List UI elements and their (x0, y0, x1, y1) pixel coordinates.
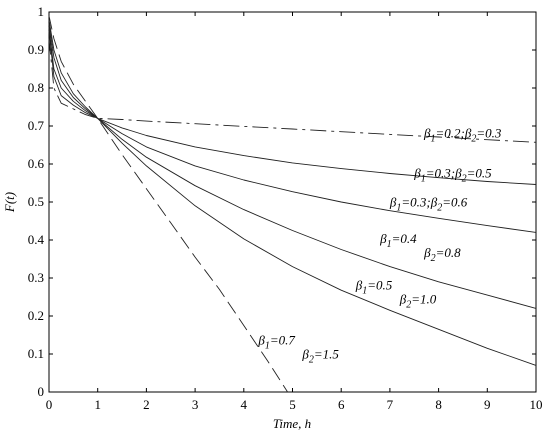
x-tick-label: 0 (46, 397, 53, 412)
x-tick-label: 2 (143, 397, 150, 412)
curve-label-2: β1=0.3;β2=0.5 (413, 165, 492, 184)
series-line-2 (48, 30, 537, 185)
y-tick-label: 0.4 (28, 232, 45, 247)
x-tick-label: 1 (94, 397, 101, 412)
x-tick-label: 10 (530, 397, 543, 412)
curve-label-5: β1=0.5β2=1.0 (355, 277, 437, 310)
y-tick-label: 1 (38, 4, 45, 19)
y-tick-label: 0.3 (28, 270, 44, 285)
series-line-5 (48, 19, 537, 366)
series-lines (48, 15, 537, 393)
plot-frame (48, 11, 537, 393)
series-line-6 (48, 15, 288, 393)
x-tick-label: 7 (387, 397, 394, 412)
curve-label-4: β1=0.4β2=0.8 (379, 231, 461, 264)
axis-ticks: 0 1 2 3 4 5 6 7 8 9 10 0 0.1 0.2 0.3 0.4 0.5 0.6 0.7 0.8 0.9… (28, 4, 543, 412)
x-tick-label: 3 (192, 397, 199, 412)
series-line-4 (48, 23, 537, 309)
y-tick-label: 0.6 (28, 156, 45, 171)
series-line-3 (48, 27, 537, 233)
y-tick-label: 0.7 (28, 118, 45, 133)
y-tick-label: 0.1 (28, 346, 44, 361)
curve-label-3: β1=0.3;β2=0.6 (389, 195, 468, 214)
x-tick-label: 6 (338, 397, 345, 412)
curve-labels: β1=0.2;β2=0.3 β1=0.3;β2=0.5 β1=0.3;β2=0.6 β… (257, 125, 501, 365)
x-tick-label: 4 (241, 397, 248, 412)
curve-label-1: β1=0.2;β2=0.3 (423, 125, 502, 144)
y-axis-label: F(t) (2, 192, 17, 213)
x-tick-label: 8 (435, 397, 442, 412)
x-tick-label: 9 (484, 397, 491, 412)
x-tick-label: 5 (289, 397, 296, 412)
y-tick-label: 0.9 (28, 42, 44, 57)
series-line-1 (48, 38, 537, 143)
y-tick-label: 0 (38, 384, 45, 399)
y-tick-label: 0.8 (28, 80, 44, 95)
curve-label-6: β1=0.7β2=1.5 (257, 333, 339, 366)
x-axis-label: Time, h (273, 416, 311, 431)
y-tick-label: 0.2 (28, 308, 44, 323)
y-tick-label: 0.5 (28, 194, 44, 209)
